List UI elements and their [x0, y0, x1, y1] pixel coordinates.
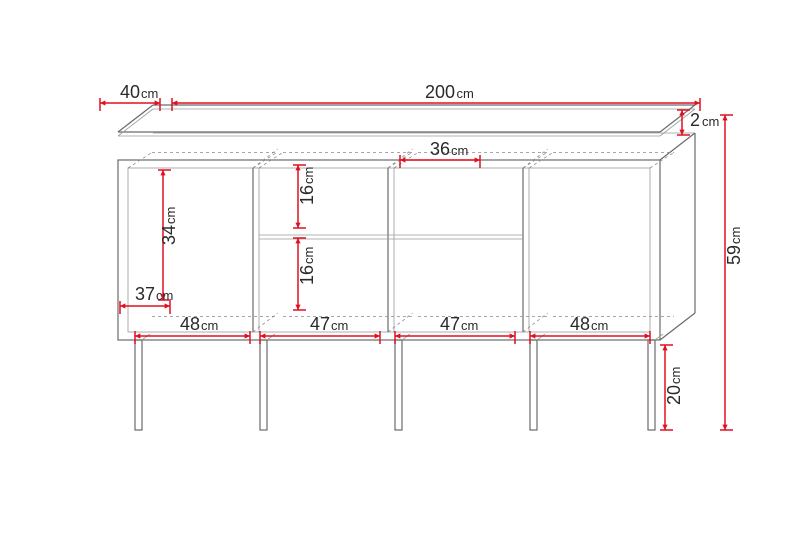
dim-label-bay3: 47cm: [440, 314, 478, 334]
svg-text:2: 2: [690, 110, 700, 130]
svg-text:40: 40: [120, 82, 140, 102]
svg-text:cm: cm: [728, 227, 743, 244]
dim-label-top_width: 200cm: [425, 82, 474, 102]
svg-text:47: 47: [310, 314, 330, 334]
svg-text:cm: cm: [702, 114, 719, 129]
dim-label-inner_depth: 37cm: [135, 284, 173, 304]
svg-text:cm: cm: [331, 318, 348, 333]
svg-text:34: 34: [159, 225, 179, 245]
dim-label-leg_h: 20cm: [664, 367, 684, 405]
dim-label-inner_h_mid: 16cm: [297, 167, 317, 205]
svg-text:cm: cm: [451, 143, 468, 158]
svg-text:cm: cm: [163, 207, 178, 224]
svg-text:16: 16: [297, 185, 317, 205]
dim-label-top_depth: 40cm: [120, 82, 158, 102]
svg-text:47: 47: [440, 314, 460, 334]
svg-text:59: 59: [724, 245, 744, 265]
dim-label-bay4: 48cm: [570, 314, 608, 334]
svg-text:cm: cm: [301, 247, 316, 264]
svg-text:36: 36: [430, 139, 450, 159]
svg-text:16: 16: [297, 265, 317, 285]
svg-text:20: 20: [664, 385, 684, 405]
svg-text:cm: cm: [301, 167, 316, 184]
svg-text:cm: cm: [457, 86, 474, 101]
svg-text:cm: cm: [141, 86, 158, 101]
svg-text:cm: cm: [156, 288, 173, 303]
dim-label-bay2: 47cm: [310, 314, 348, 334]
technical-drawing: 40cm200cm2cm36cm34cm16cm16cm37cm48cm47cm…: [0, 0, 800, 533]
svg-text:cm: cm: [201, 318, 218, 333]
svg-text:cm: cm: [668, 367, 683, 384]
svg-text:200: 200: [425, 82, 455, 102]
dim-label-shelf_front: 36cm: [430, 139, 468, 159]
dim-label-inner_h_left: 34cm: [159, 207, 179, 245]
dim-label-bay1: 48cm: [180, 314, 218, 334]
dim-label-inner_h_mid2: 16cm: [297, 247, 317, 285]
svg-text:cm: cm: [461, 318, 478, 333]
svg-text:cm: cm: [591, 318, 608, 333]
svg-text:48: 48: [570, 314, 590, 334]
svg-text:37: 37: [135, 284, 155, 304]
dim-label-total_h: 59cm: [724, 227, 744, 265]
dim-label-top_thick: 2cm: [690, 110, 719, 130]
svg-text:48: 48: [180, 314, 200, 334]
